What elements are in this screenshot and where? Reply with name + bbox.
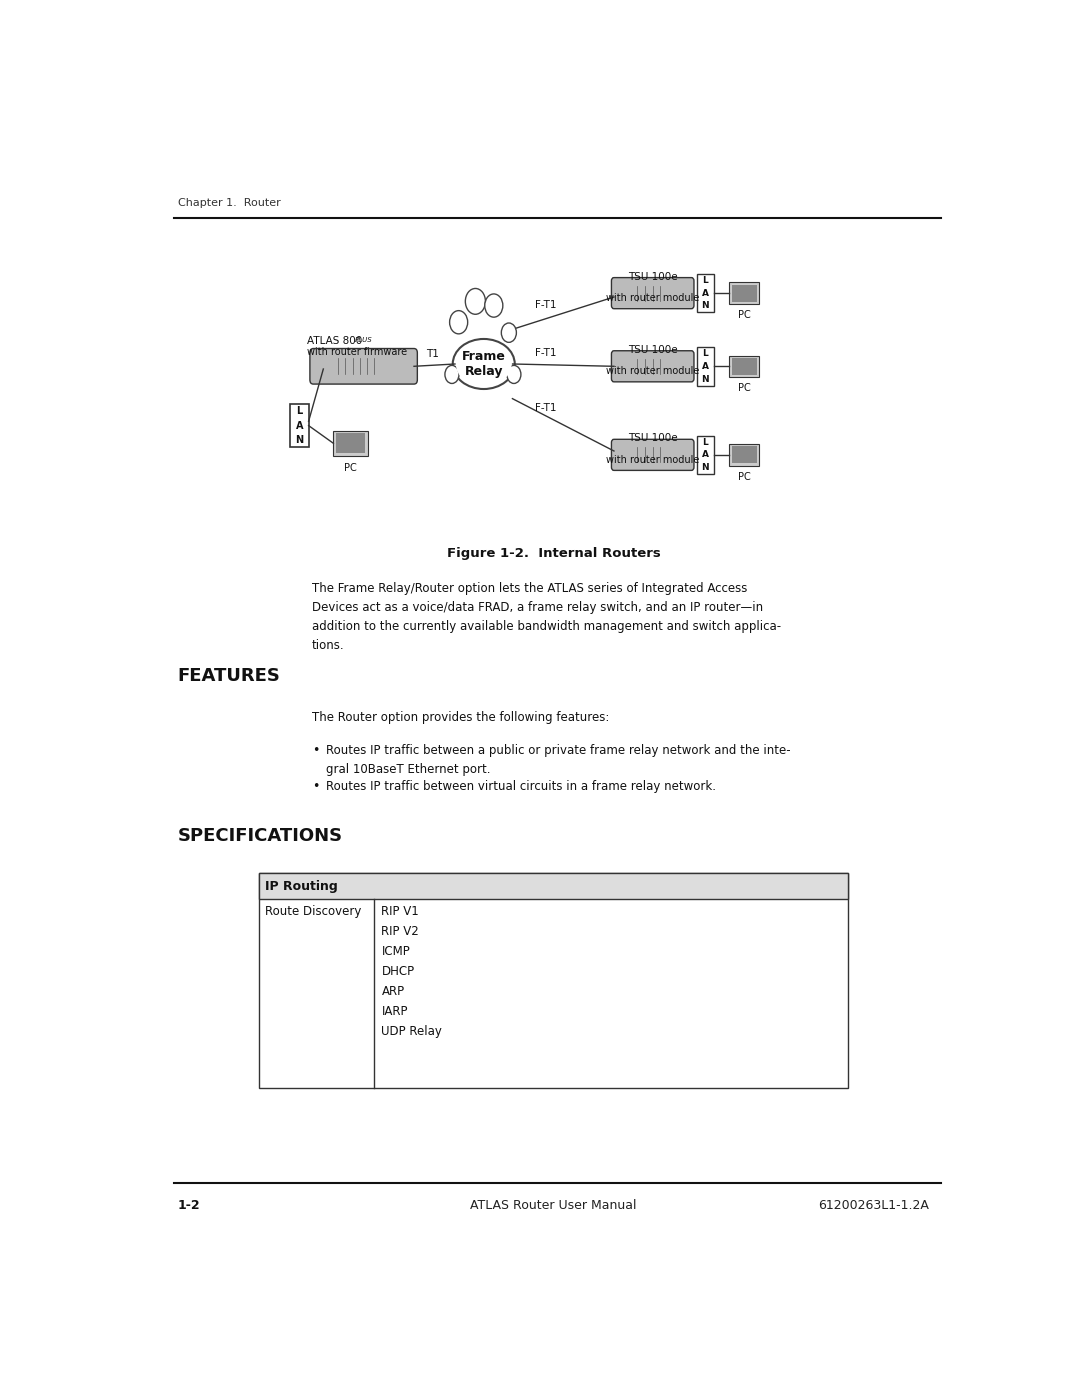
Text: Figure 1-2.  Internal Routers: Figure 1-2. Internal Routers [447,548,660,560]
Text: N: N [702,464,710,472]
Bar [291,404,309,447]
Circle shape [485,293,503,317]
Bar [259,873,848,1088]
Text: F-T1: F-T1 [535,300,556,310]
Text: N: N [702,302,710,310]
Text: ARP: ARP [381,985,405,999]
Bar [729,355,759,377]
Text: with router firmware: with router firmware [307,346,407,358]
Circle shape [445,366,459,383]
Text: with router module: with router module [606,455,700,465]
Circle shape [507,366,521,383]
Text: ICMP: ICMP [381,946,410,958]
Text: DHCP: DHCP [381,965,415,978]
Text: N: N [702,374,710,384]
Text: Chapter 1.  Router: Chapter 1. Router [177,198,281,208]
Text: PC: PC [738,472,751,482]
Text: FEATURES: FEATURES [177,666,281,685]
Text: ATLAS 800: ATLAS 800 [307,337,362,346]
Bar [697,436,714,474]
Text: •: • [312,780,319,792]
Bar [729,444,759,465]
Text: PC: PC [738,310,751,320]
Circle shape [465,288,485,314]
Text: L: L [702,349,708,358]
Ellipse shape [453,339,515,388]
Text: with router module: with router module [606,366,700,376]
Bar [729,282,759,305]
Bar [697,346,714,386]
Text: F-T1: F-T1 [535,402,556,412]
Text: IP Routing: IP Routing [266,880,338,893]
Text: •: • [312,743,319,757]
FancyBboxPatch shape [310,348,417,384]
Text: IARP: IARP [381,1006,408,1018]
Text: PLUS: PLUS [355,337,373,344]
Text: L: L [702,437,708,447]
Text: The Frame Relay/Router option lets the ATLAS series of Integrated Access
Devices: The Frame Relay/Router option lets the A… [312,583,781,652]
Text: TSU 100e: TSU 100e [627,271,677,282]
Text: The Router option provides the following features:: The Router option provides the following… [312,711,609,724]
Bar [334,432,367,455]
Text: Routes IP traffic between a public or private frame relay network and the inte-
: Routes IP traffic between a public or pr… [326,743,791,775]
Bar [732,447,757,464]
Text: A: A [296,420,303,430]
Bar [259,873,848,900]
Text: 1-2: 1-2 [177,1200,200,1213]
Text: 61200263L1-1.2A: 61200263L1-1.2A [819,1200,930,1213]
Text: A: A [702,362,708,370]
Text: PC: PC [738,383,751,393]
Text: ATLAS Router User Manual: ATLAS Router User Manual [470,1200,637,1213]
FancyBboxPatch shape [611,439,694,471]
Text: RIP V1: RIP V1 [381,905,419,918]
Text: TSU 100e: TSU 100e [627,345,677,355]
Ellipse shape [456,341,512,387]
Text: N: N [295,434,303,446]
Text: A: A [702,289,708,298]
FancyBboxPatch shape [611,278,694,309]
Bar [336,433,365,453]
Text: L: L [702,275,708,285]
Text: A: A [702,450,708,460]
Text: Route Discovery: Route Discovery [266,905,362,918]
Bar [697,274,714,313]
Bar [732,285,757,302]
Text: TSU 100e: TSU 100e [627,433,677,443]
Circle shape [449,310,468,334]
Text: with router module: with router module [606,293,700,303]
Text: Frame
Relay: Frame Relay [462,351,505,379]
Text: SPECIFICATIONS: SPECIFICATIONS [177,827,342,845]
Text: PC: PC [345,464,356,474]
Text: F-T1: F-T1 [535,348,556,358]
Bar [732,358,757,374]
Text: RIP V2: RIP V2 [381,925,419,939]
Text: UDP Relay: UDP Relay [381,1025,443,1038]
Circle shape [501,323,516,342]
Text: T1: T1 [427,349,440,359]
FancyBboxPatch shape [611,351,694,381]
Text: Routes IP traffic between virtual circuits in a frame relay network.: Routes IP traffic between virtual circui… [326,780,716,792]
Text: L: L [296,407,302,416]
